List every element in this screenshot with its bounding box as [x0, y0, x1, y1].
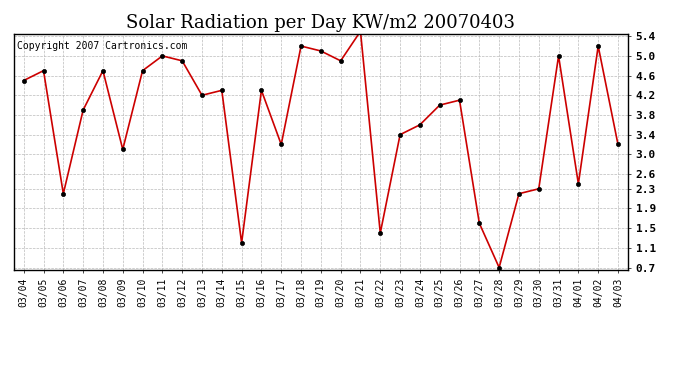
Title: Solar Radiation per Day KW/m2 20070403: Solar Radiation per Day KW/m2 20070403 — [126, 14, 515, 32]
Text: Copyright 2007 Cartronics.com: Copyright 2007 Cartronics.com — [17, 41, 187, 51]
